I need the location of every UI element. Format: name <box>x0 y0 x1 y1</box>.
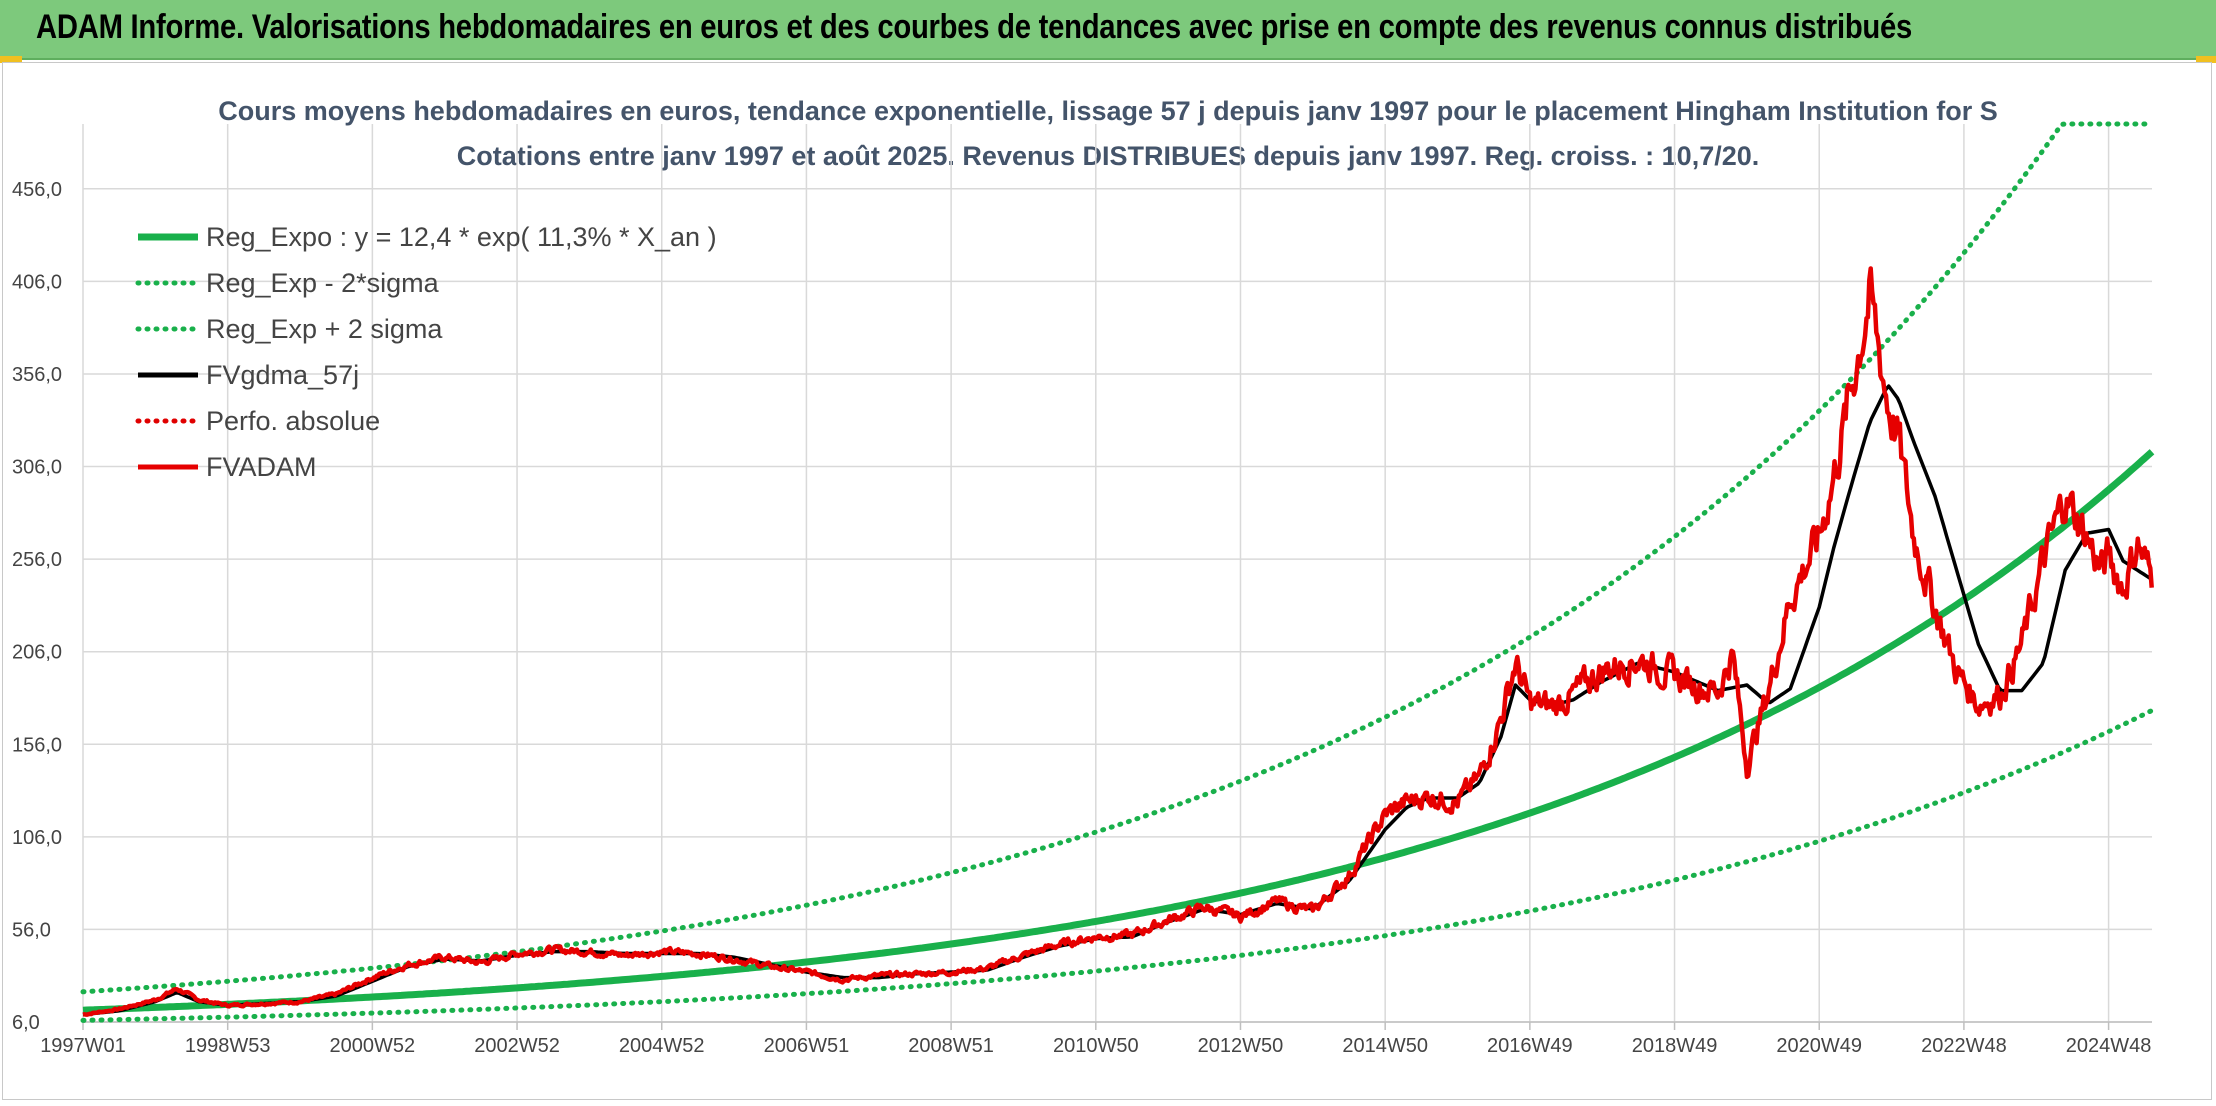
y-tick-label: 456,0 <box>12 179 62 201</box>
x-tick-label: 1997W01 <box>40 1035 126 1057</box>
x-tick-label: 2004W52 <box>619 1035 705 1057</box>
corner-marker-left <box>0 56 22 63</box>
legend-label-4: Perfo. absolue <box>206 406 380 436</box>
x-tick-label: 2018W49 <box>1632 1035 1718 1057</box>
series-layer <box>80 121 2155 1023</box>
x-tick-label: 2016W49 <box>1487 1035 1573 1057</box>
report-title: ADAM Informe. Valorisations hebdomadaire… <box>36 8 1913 46</box>
corner-marker-right <box>2196 56 2216 63</box>
y-tick-label: 56,0 <box>12 919 51 941</box>
y-tick-label: 256,0 <box>12 549 62 571</box>
x-tick-label: 2000W52 <box>330 1035 416 1057</box>
legend-label-1: Reg_Exp - 2*sigma <box>206 268 440 298</box>
axis-layer: 6,0 56,0 106,0 156,0 206,0 256,0 306,0 356,0 406… <box>12 179 2152 1057</box>
y-tick-label: 6,0 <box>12 1012 40 1034</box>
x-tick-label: 2006W51 <box>764 1035 850 1057</box>
x-tick-label: 2012W50 <box>1198 1035 1284 1057</box>
series-line-0 <box>82 449 2155 1014</box>
series-line-2 <box>80 121 2155 995</box>
chart-title: Cours moyens hebdomadaires en euros, ten… <box>218 96 1997 126</box>
chart-subtitle: Cotations entre janv 1997 et août 2025. … <box>457 141 1760 171</box>
legend-label-3: FVgdma_57j <box>206 360 359 390</box>
x-tick-label: 2002W52 <box>474 1035 560 1057</box>
legend-label-0: Reg_Expo : y = 12,4 * exp( 11,3% * X_an … <box>206 222 717 252</box>
legend: Reg_Expo : y = 12,4 * exp( 11,3% * X_an … <box>135 222 717 482</box>
y-tick-label: 306,0 <box>12 457 62 479</box>
legend-label-5: FVADAM <box>206 452 317 482</box>
x-tick-label: 2022W48 <box>1921 1035 2007 1057</box>
y-tick-label: 156,0 <box>12 734 62 756</box>
y-tick-label: 406,0 <box>12 271 62 293</box>
x-tick-label: 2014W50 <box>1342 1035 1428 1057</box>
chart-frame <box>2 62 2212 1100</box>
x-tick-label: 2008W51 <box>908 1035 994 1057</box>
series-line-1 <box>80 707 2155 1023</box>
grid-layer <box>82 124 2152 1023</box>
legend-label-2: Reg_Exp + 2 sigma <box>206 314 443 344</box>
y-tick-label: 106,0 <box>12 827 62 849</box>
x-tick-label: 2010W50 <box>1053 1035 1139 1057</box>
report-banner: ADAM Informe. Valorisations hebdomadaire… <box>0 0 2216 60</box>
series-line-5 <box>82 266 2154 1017</box>
x-tick-label: 2024W48 <box>2066 1035 2152 1057</box>
x-tick-label: 1998W53 <box>185 1035 271 1057</box>
x-tick-label: 2020W49 <box>1776 1035 1862 1057</box>
y-tick-label: 206,0 <box>12 642 62 664</box>
y-tick-label: 356,0 <box>12 364 62 386</box>
